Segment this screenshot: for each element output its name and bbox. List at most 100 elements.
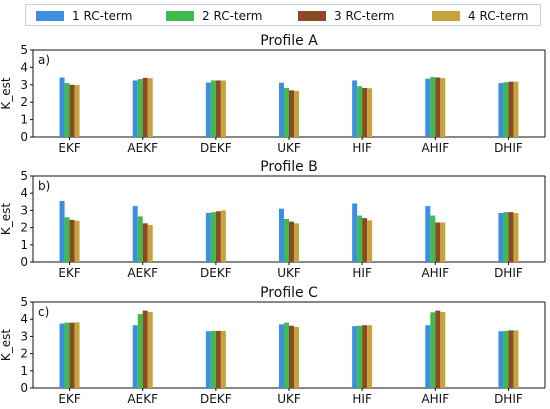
panel-1-x-tick-label: AHIF bbox=[421, 141, 449, 155]
panel-2-x-tick-label: DHIF bbox=[494, 266, 523, 280]
panel-2-bar-dhif-s2 bbox=[503, 212, 509, 262]
panel-3-y-tick-label: 3 bbox=[20, 329, 28, 343]
panel-3-bar-aekf-s4 bbox=[147, 311, 153, 388]
panel-2-bar-dhif-s3 bbox=[508, 212, 514, 262]
panel-3-y-tick-label: 5 bbox=[20, 295, 28, 309]
panel-1-bar-ekf-s2 bbox=[64, 83, 70, 137]
panel-2-bar-aekf-s1 bbox=[132, 206, 138, 262]
panel-2-x-tick-label: UKF bbox=[277, 266, 301, 280]
panel-3-x-tick-label: AEKF bbox=[127, 392, 158, 406]
panel-3-bar-dhif-s1 bbox=[498, 331, 504, 388]
legend-swatch-2 bbox=[166, 11, 194, 21]
panel-2-title: Profile B bbox=[260, 159, 318, 175]
panel-1-bar-ukf-s1 bbox=[279, 82, 284, 137]
legend-swatch-1 bbox=[36, 11, 64, 21]
panel-1-bar-ekf-s1 bbox=[59, 77, 65, 137]
panel-3-y-tick-label: 1 bbox=[20, 364, 28, 378]
panel-2-bar-ukf-s3 bbox=[289, 221, 294, 262]
panel-2-y-tick-label: 5 bbox=[20, 169, 28, 183]
panel-2-y-axis-label: K_est bbox=[0, 203, 13, 236]
chart-legend: 1 RC-term 2 RC-term 3 RC-term 4 RC-term bbox=[25, 4, 541, 26]
panel-1-title: Profile A bbox=[260, 33, 318, 49]
panel-1-bar-aekf-s4 bbox=[147, 78, 153, 137]
panel-2-y-tick-label: 3 bbox=[20, 203, 28, 217]
panel-1-bar-dhif-s2 bbox=[503, 82, 509, 137]
panel-1-bar-ahif-s4 bbox=[440, 78, 446, 137]
panel-3-bar-dekf-s2 bbox=[210, 330, 216, 388]
panel-2-y-tick-label: 1 bbox=[20, 238, 28, 252]
panel-1-y-axis-label: K_est bbox=[0, 77, 13, 110]
panel-3-bar-aekf-s2 bbox=[137, 314, 143, 388]
panel-2-bar-hif-s1 bbox=[352, 203, 358, 262]
panel-2-bar-ekf-s4 bbox=[74, 220, 80, 262]
panel-2-bar-aekf-s4 bbox=[147, 225, 153, 262]
panel-1-tag: a) bbox=[38, 53, 50, 67]
panel-3-bar-aekf-s1 bbox=[132, 325, 138, 388]
panel-3-bar-ukf-s2 bbox=[284, 322, 289, 388]
panel-1-x-tick-label: DHIF bbox=[494, 141, 523, 155]
panel-3-bar-ekf-s4 bbox=[74, 322, 80, 388]
panel-2-x-tick-label: AEKF bbox=[127, 266, 158, 280]
panel-2-x-tick-label: AHIF bbox=[421, 266, 449, 280]
legend-label-2: 2 RC-term bbox=[202, 9, 263, 23]
panel-2-bar-dekf-s1 bbox=[205, 212, 211, 262]
panel-3-title: Profile C bbox=[260, 285, 318, 301]
panel-1-bar-hif-s1 bbox=[352, 80, 358, 137]
panel-3-tag: c) bbox=[38, 305, 49, 319]
panel-3-bar-dhif-s3 bbox=[508, 330, 514, 388]
panel-3-bar-ukf-s1 bbox=[279, 324, 284, 388]
legend-label-3: 3 RC-term bbox=[334, 9, 395, 23]
panel-3-bar-ekf-s3 bbox=[69, 322, 75, 388]
panel-2-bar-dekf-s4 bbox=[220, 210, 226, 262]
panel-3-bar-dekf-s3 bbox=[215, 330, 221, 388]
panel-1-bar-ahif-s1 bbox=[425, 78, 431, 137]
panel-2-x-tick-label: EKF bbox=[58, 266, 80, 280]
legend-label-4: 4 RC-term bbox=[468, 9, 529, 23]
panel-1-bar-aekf-s3 bbox=[142, 77, 148, 137]
panel-2-bar-dekf-s3 bbox=[215, 211, 221, 262]
panel-2-y-tick-label: 4 bbox=[20, 186, 28, 200]
panel-1-bar-hif-s3 bbox=[362, 87, 368, 137]
panel-1-bar-ukf-s2 bbox=[284, 87, 289, 137]
legend-label-1: 1 RC-term bbox=[72, 9, 133, 23]
panel-1-bar-ukf-s4 bbox=[294, 90, 299, 137]
panel-2-bar-aekf-s2 bbox=[137, 216, 143, 262]
panel-2-bar-dekf-s2 bbox=[210, 212, 216, 262]
panel-3-bar-ahif-s4 bbox=[440, 311, 446, 388]
panel-3-bar-ukf-s4 bbox=[294, 326, 299, 388]
panel-2-x-tick-label: HIF bbox=[352, 266, 372, 280]
panel-1-bar-dekf-s4 bbox=[220, 80, 226, 137]
panel-3-y-tick-label: 0 bbox=[20, 381, 28, 395]
panel-2-bar-ukf-s4 bbox=[294, 223, 299, 262]
panel-3-bar-dekf-s1 bbox=[205, 331, 211, 388]
panel-3-bar-ahif-s1 bbox=[425, 325, 431, 388]
panel-1-x-tick-label: HIF bbox=[352, 141, 372, 155]
panel-3-x-tick-label: DEKF bbox=[200, 392, 232, 406]
panel-3-bar-ekf-s1 bbox=[59, 323, 65, 388]
panel-3-y-axis-label: K_est bbox=[0, 329, 13, 362]
panel-3-x-tick-label: DHIF bbox=[494, 392, 523, 406]
panel-3-y-tick-label: 4 bbox=[20, 312, 28, 326]
panel-1-bar-dhif-s1 bbox=[498, 83, 504, 137]
panel-1-bar-ahif-s2 bbox=[430, 76, 436, 137]
panel-3-y-tick-label: 2 bbox=[20, 347, 28, 361]
panel-2-bar-ahif-s2 bbox=[430, 215, 436, 262]
panel-1-bar-dekf-s2 bbox=[210, 80, 216, 137]
panel-3-bar-hif-s2 bbox=[357, 325, 363, 388]
panel-2-bar-hif-s3 bbox=[362, 218, 368, 262]
panel-1-y-tick-label: 0 bbox=[20, 130, 28, 144]
panel-3-x-tick-label: HIF bbox=[352, 392, 372, 406]
panel-2-bar-ukf-s2 bbox=[284, 219, 289, 262]
panel-1-y-tick-label: 4 bbox=[20, 60, 28, 74]
panel-1-bar-ekf-s3 bbox=[69, 84, 75, 137]
panel-1-y-tick-label: 1 bbox=[20, 113, 28, 127]
panel-1-bar-ekf-s4 bbox=[74, 85, 80, 137]
panel-3-bar-hif-s3 bbox=[362, 325, 368, 388]
panel-1-bar-aekf-s1 bbox=[132, 80, 138, 137]
panel-1-y-tick-label: 3 bbox=[20, 78, 28, 92]
panel-1-bar-dekf-s1 bbox=[205, 82, 211, 137]
panel-2-bar-hif-s2 bbox=[357, 215, 363, 262]
panel-3-bar-ukf-s3 bbox=[289, 325, 294, 388]
panel-1-x-tick-label: DEKF bbox=[200, 141, 232, 155]
